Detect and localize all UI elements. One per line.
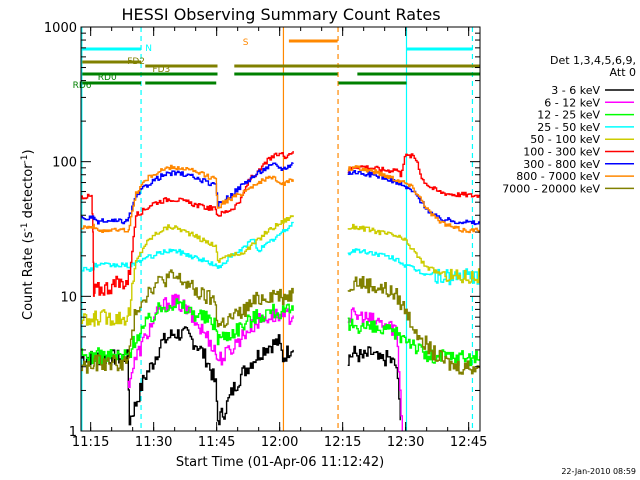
plot-frame xyxy=(80,26,481,432)
chart-title: HESSI Observing Summary Count Rates xyxy=(121,5,440,24)
series-line-12to25keV xyxy=(347,317,480,367)
flag-label-rd6: RD6 xyxy=(73,81,92,91)
legend-title: Det 1,3,4,5,6,9, xyxy=(550,54,636,67)
y-tick-label: 100 xyxy=(52,156,77,171)
series-line-7000to20000keV xyxy=(347,276,480,375)
series-line-50to100keV xyxy=(81,215,294,327)
footer-timestamp: 22-Jan-2010 08:59 xyxy=(561,467,636,476)
series-line-300to800keV xyxy=(347,170,480,226)
flag-label-n: N xyxy=(145,44,152,54)
legend-label: 50 - 100 keV xyxy=(530,133,600,146)
flag-label-rd0: RD0 xyxy=(98,73,117,83)
series-line-7000to20000keV xyxy=(81,269,294,374)
legend-label: 300 - 800 keV xyxy=(523,158,600,171)
legend-title: Att 0 xyxy=(610,66,636,79)
y-label-sup2: -1 xyxy=(20,154,30,163)
y-tick-label: 1000 xyxy=(44,21,77,36)
legend-label: 25 - 50 keV xyxy=(537,121,600,134)
series-line-12to25keV xyxy=(81,298,294,365)
series-line-25to50keV xyxy=(81,221,294,272)
legend-label: 3 - 6 keV xyxy=(551,84,600,97)
series-line-3to6keV xyxy=(347,345,401,421)
y-axis-label: Count Rate (s-1 detector-1) xyxy=(20,149,36,320)
y-label-main: Count Rate (s xyxy=(21,231,36,320)
flag-label-s: S xyxy=(243,38,249,48)
x-tick-label: 11:15 xyxy=(72,435,109,450)
x-axis-label: Start Time (01-Apr-06 11:12:42) xyxy=(176,455,384,470)
legend-label: 800 - 7000 keV xyxy=(516,170,600,183)
x-tick-label: 12:00 xyxy=(261,435,298,450)
x-tick-label: 12:45 xyxy=(450,435,487,450)
legend-label: 7000 - 20000 keV xyxy=(502,182,600,195)
flag-label-fd3: FD3 xyxy=(152,65,170,75)
x-tick-label: 11:30 xyxy=(135,435,172,450)
legend-label: 6 - 12 keV xyxy=(544,96,600,109)
legend-label: 12 - 25 keV xyxy=(537,109,600,122)
y-tick-label: 1 xyxy=(69,425,77,440)
series-line-800to7000keV xyxy=(347,165,480,234)
series-line-100to300keV xyxy=(347,153,480,198)
x-tick-label: 12:15 xyxy=(324,435,361,450)
series-line-3to6keV xyxy=(81,326,294,426)
y-label-mid: detector xyxy=(21,163,36,223)
series-line-800to7000keV xyxy=(81,164,294,233)
y-label-sup1: -1 xyxy=(20,222,30,231)
legend-label: 100 - 300 keV xyxy=(523,146,600,159)
series-line-50to100keV xyxy=(347,223,480,284)
y-label-end: ) xyxy=(21,149,36,154)
x-tick-label: 12:30 xyxy=(387,435,424,450)
y-tick-label: 10 xyxy=(60,290,77,305)
series-line-6to12keV xyxy=(127,293,294,389)
x-tick-label: 11:45 xyxy=(198,435,235,450)
series-line-300to800keV xyxy=(81,162,294,225)
flag-label-fd2: FD2 xyxy=(127,57,145,67)
